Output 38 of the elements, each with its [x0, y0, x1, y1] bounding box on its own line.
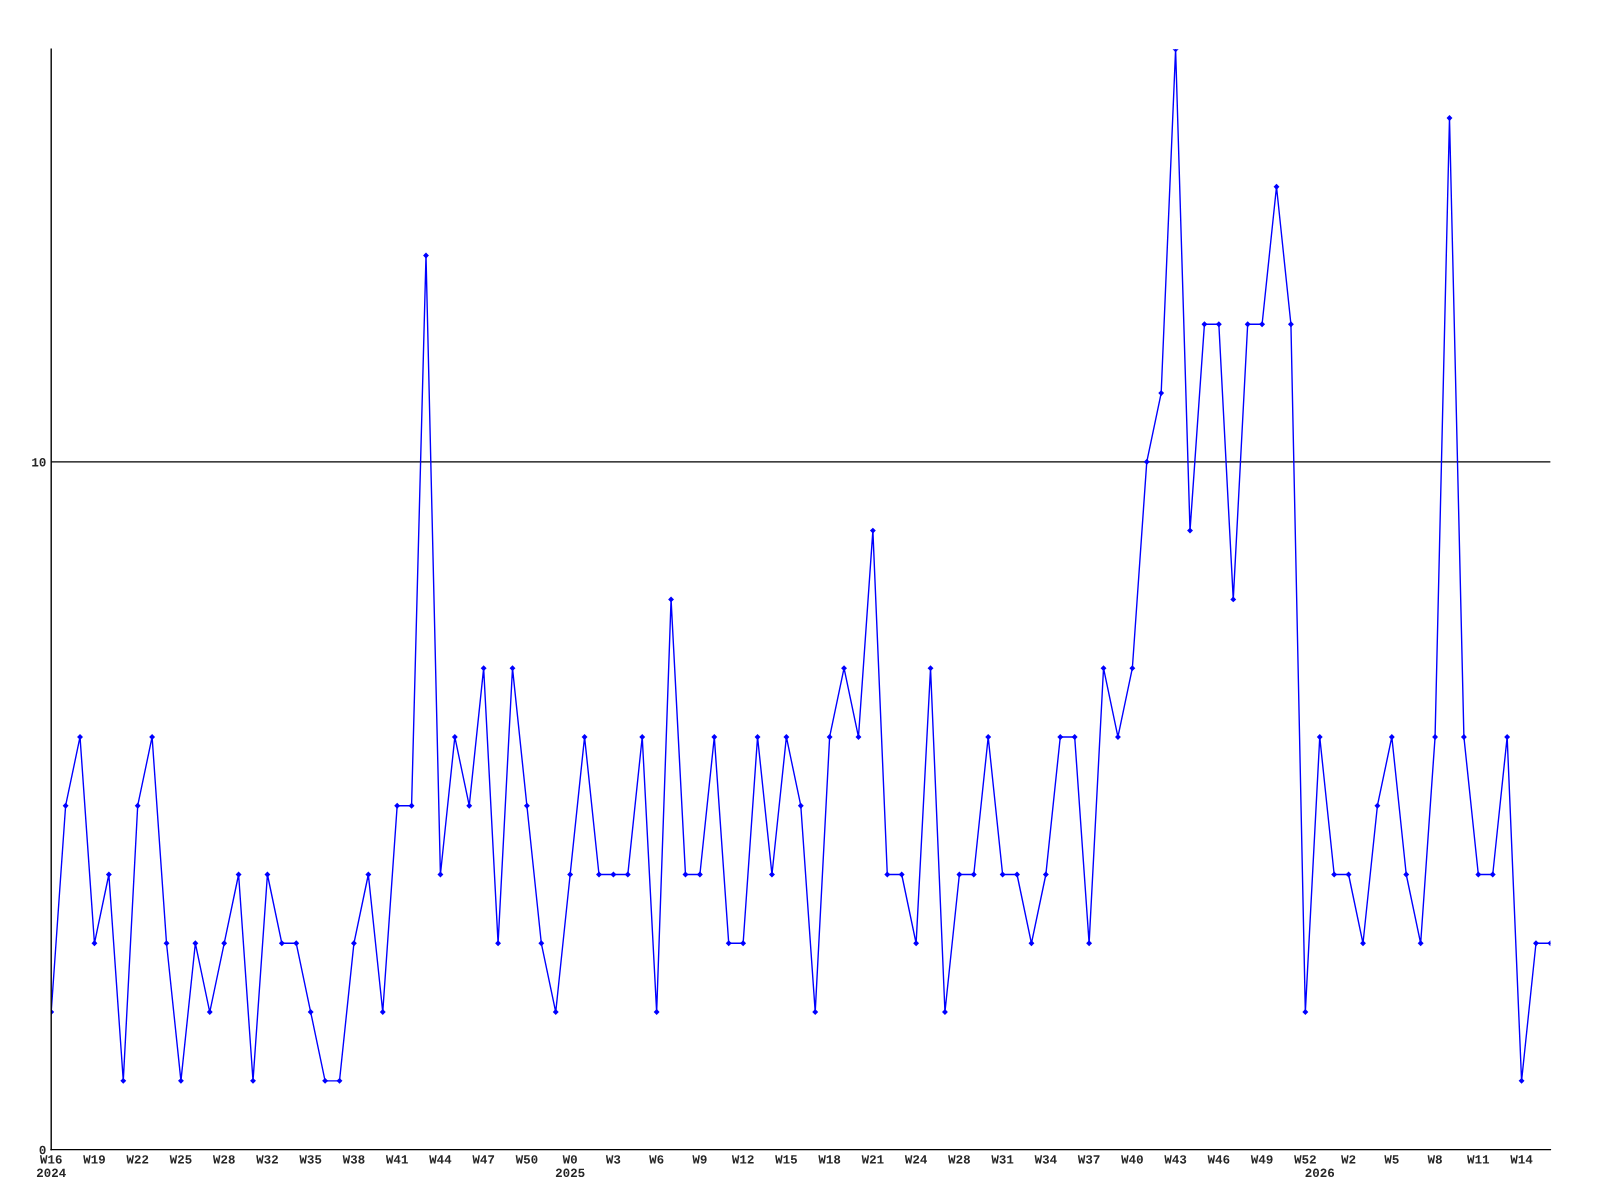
y-tick-label: 10: [32, 458, 46, 467]
x-tick-label: W52: [1294, 1155, 1316, 1164]
x-tick-label: W3: [605, 1155, 621, 1164]
x-tick-label: W31: [991, 1155, 1014, 1164]
x-tick-label: W24: [904, 1155, 927, 1164]
x-tick-label: W14: [1510, 1155, 1533, 1164]
x-tick-label: W47: [472, 1155, 495, 1164]
x-tick-label: W22: [126, 1155, 149, 1164]
x-tick-label: W37: [1077, 1155, 1100, 1164]
x-tick-label: W38: [342, 1155, 365, 1164]
x-tick-label: W40: [1121, 1155, 1143, 1164]
x-tick-label: W25: [169, 1155, 192, 1164]
x-tick-label: W8: [1427, 1155, 1442, 1164]
x-tick-label: W28: [212, 1155, 235, 1164]
x-tick-label: 2026: [1305, 1168, 1335, 1178]
x-tick-label: W43: [1164, 1155, 1187, 1164]
x-tick-label: W50: [515, 1155, 538, 1164]
x-tick-label: W5: [1384, 1155, 1399, 1164]
x-tick-label: W49: [1250, 1155, 1273, 1164]
x-tick-label: W34: [1034, 1155, 1057, 1164]
x-tick-label: W32: [256, 1155, 278, 1164]
x-tick-label: W6: [649, 1155, 664, 1164]
y-tick-label: 0: [39, 1145, 46, 1155]
x-tick-label: W44: [429, 1155, 452, 1164]
x-tick-label: W46: [1207, 1155, 1230, 1164]
x-tick-label: W11: [1467, 1155, 1490, 1164]
x-tick-label: W18: [818, 1155, 841, 1164]
x-tick-label: W15: [775, 1155, 797, 1164]
x-tick-label: W2: [1341, 1155, 1356, 1164]
x-tick-label: W9: [692, 1155, 707, 1164]
x-tick-label: W12: [731, 1155, 754, 1164]
x-tick-label: W35: [299, 1155, 322, 1164]
x-tick-label: W28: [948, 1155, 970, 1164]
x-tick-label: W41: [385, 1155, 408, 1164]
x-tick-label: W0 2025: [555, 1155, 585, 1178]
x-tick-label: W16 2024: [36, 1155, 66, 1178]
x-tick-label: W19: [83, 1155, 105, 1164]
x-tick-label: W21: [861, 1155, 884, 1164]
